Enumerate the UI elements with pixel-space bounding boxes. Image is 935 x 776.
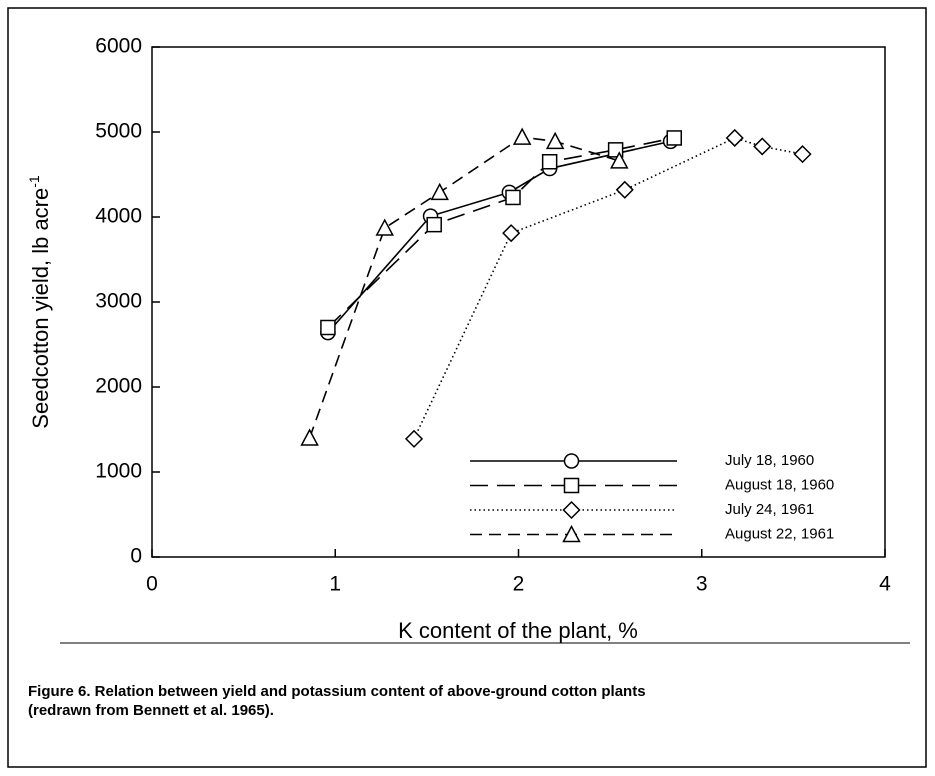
marker — [562, 500, 581, 520]
y-tick-label: 3000 — [95, 290, 142, 313]
marker — [404, 429, 424, 448]
x-tick-label: 2 — [513, 573, 525, 596]
legend-label: July 18, 1960 — [725, 452, 814, 469]
legend-label: July 24, 1961 — [725, 501, 814, 518]
x-axis-label: K content of the plant, % — [398, 618, 638, 643]
marker — [753, 137, 772, 156]
marker — [545, 131, 565, 150]
marker — [512, 127, 532, 145]
x-tick-label: 3 — [696, 573, 708, 596]
marker — [725, 128, 744, 148]
y-tick-label: 1000 — [95, 460, 142, 483]
legend-label: August 18, 1960 — [725, 476, 834, 493]
series-line — [413, 137, 803, 440]
marker — [793, 145, 812, 164]
marker — [563, 477, 580, 494]
marker — [610, 151, 629, 169]
legend-label: August 22, 1961 — [725, 525, 834, 542]
y-tick-label: 0 — [130, 545, 142, 568]
x-tick-label: 1 — [329, 573, 341, 596]
y-tick-label: 6000 — [95, 35, 142, 58]
x-tick-label: 0 — [146, 573, 158, 596]
marker — [562, 524, 581, 543]
marker — [426, 216, 442, 233]
y-tick-label: 2000 — [95, 375, 142, 398]
frame — [7, 7, 927, 768]
y-tick-label: 5000 — [95, 120, 142, 143]
series-line — [327, 137, 675, 329]
marker — [563, 453, 580, 469]
marker — [502, 224, 521, 243]
x-tick-label: 4 — [879, 573, 891, 596]
marker — [666, 130, 683, 146]
caption-line: (redrawn from Bennett et al. 1965). — [28, 702, 274, 719]
marker — [375, 218, 394, 236]
y-axis-label-text: Seedcotton yield, lb acre — [28, 188, 53, 429]
caption-line: Figure 6. Relation between yield and pot… — [28, 683, 646, 700]
marker — [615, 180, 634, 199]
marker — [300, 428, 319, 446]
y-axis-label: Seedcotton yield, lb acre-1 — [26, 175, 53, 429]
y-axis-label-superscript: -1 — [26, 175, 42, 188]
series-line — [327, 140, 671, 334]
marker — [430, 182, 449, 201]
marker — [505, 189, 521, 206]
y-tick-label: 4000 — [95, 205, 142, 228]
series-line — [308, 136, 620, 439]
marker — [320, 319, 336, 336]
marker — [541, 154, 558, 170]
